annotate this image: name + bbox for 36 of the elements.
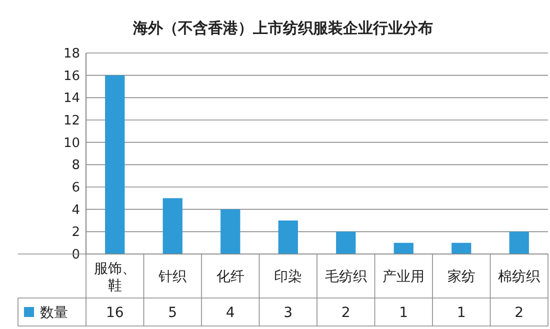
data-label: 3 [284, 304, 293, 321]
x-tick-label: 化纤 [216, 268, 244, 285]
y-tick-label: 4 [72, 202, 80, 218]
x-tick-label: 产业用 [382, 268, 425, 285]
x-tick-label: 家纺 [447, 268, 476, 285]
data-label: 4 [226, 304, 235, 321]
y-tick-label: 8 [72, 158, 80, 174]
bar [452, 242, 472, 254]
y-tick-label: 6 [72, 180, 80, 196]
bar [162, 198, 182, 254]
data-label: 2 [341, 304, 350, 321]
data-label: 1 [399, 304, 408, 321]
x-tick-label: 棉纺织 [498, 268, 540, 285]
x-tick-label: 服饰、鞋 [94, 260, 136, 294]
data-label: 2 [514, 304, 524, 321]
legend-label: 数量 [40, 304, 68, 321]
bar [394, 242, 414, 254]
bar [509, 232, 529, 254]
y-tick-label: 10 [63, 136, 80, 151]
chart-title: 海外（不含香港）上市纺织服装企业行业分布 [132, 19, 433, 37]
x-tick-label: 针织 [158, 268, 187, 285]
y-tick-label: 14 [63, 91, 80, 106]
y-tick-label: 12 [63, 114, 80, 129]
bar [336, 232, 356, 254]
bar [220, 209, 240, 254]
bar [105, 75, 125, 254]
x-tick-label: 毛纺织 [324, 268, 367, 285]
y-tick-label: 2 [72, 225, 80, 240]
y-tick-label: 0 [72, 248, 80, 263]
data-label: 1 [456, 304, 466, 321]
bar [278, 220, 298, 254]
data-label: 16 [106, 304, 124, 321]
y-tick-label: 16 [63, 68, 80, 84]
data-label: 5 [168, 304, 178, 321]
x-tick-label: 印染 [274, 268, 302, 285]
y-tick-label: 18 [63, 46, 80, 62]
